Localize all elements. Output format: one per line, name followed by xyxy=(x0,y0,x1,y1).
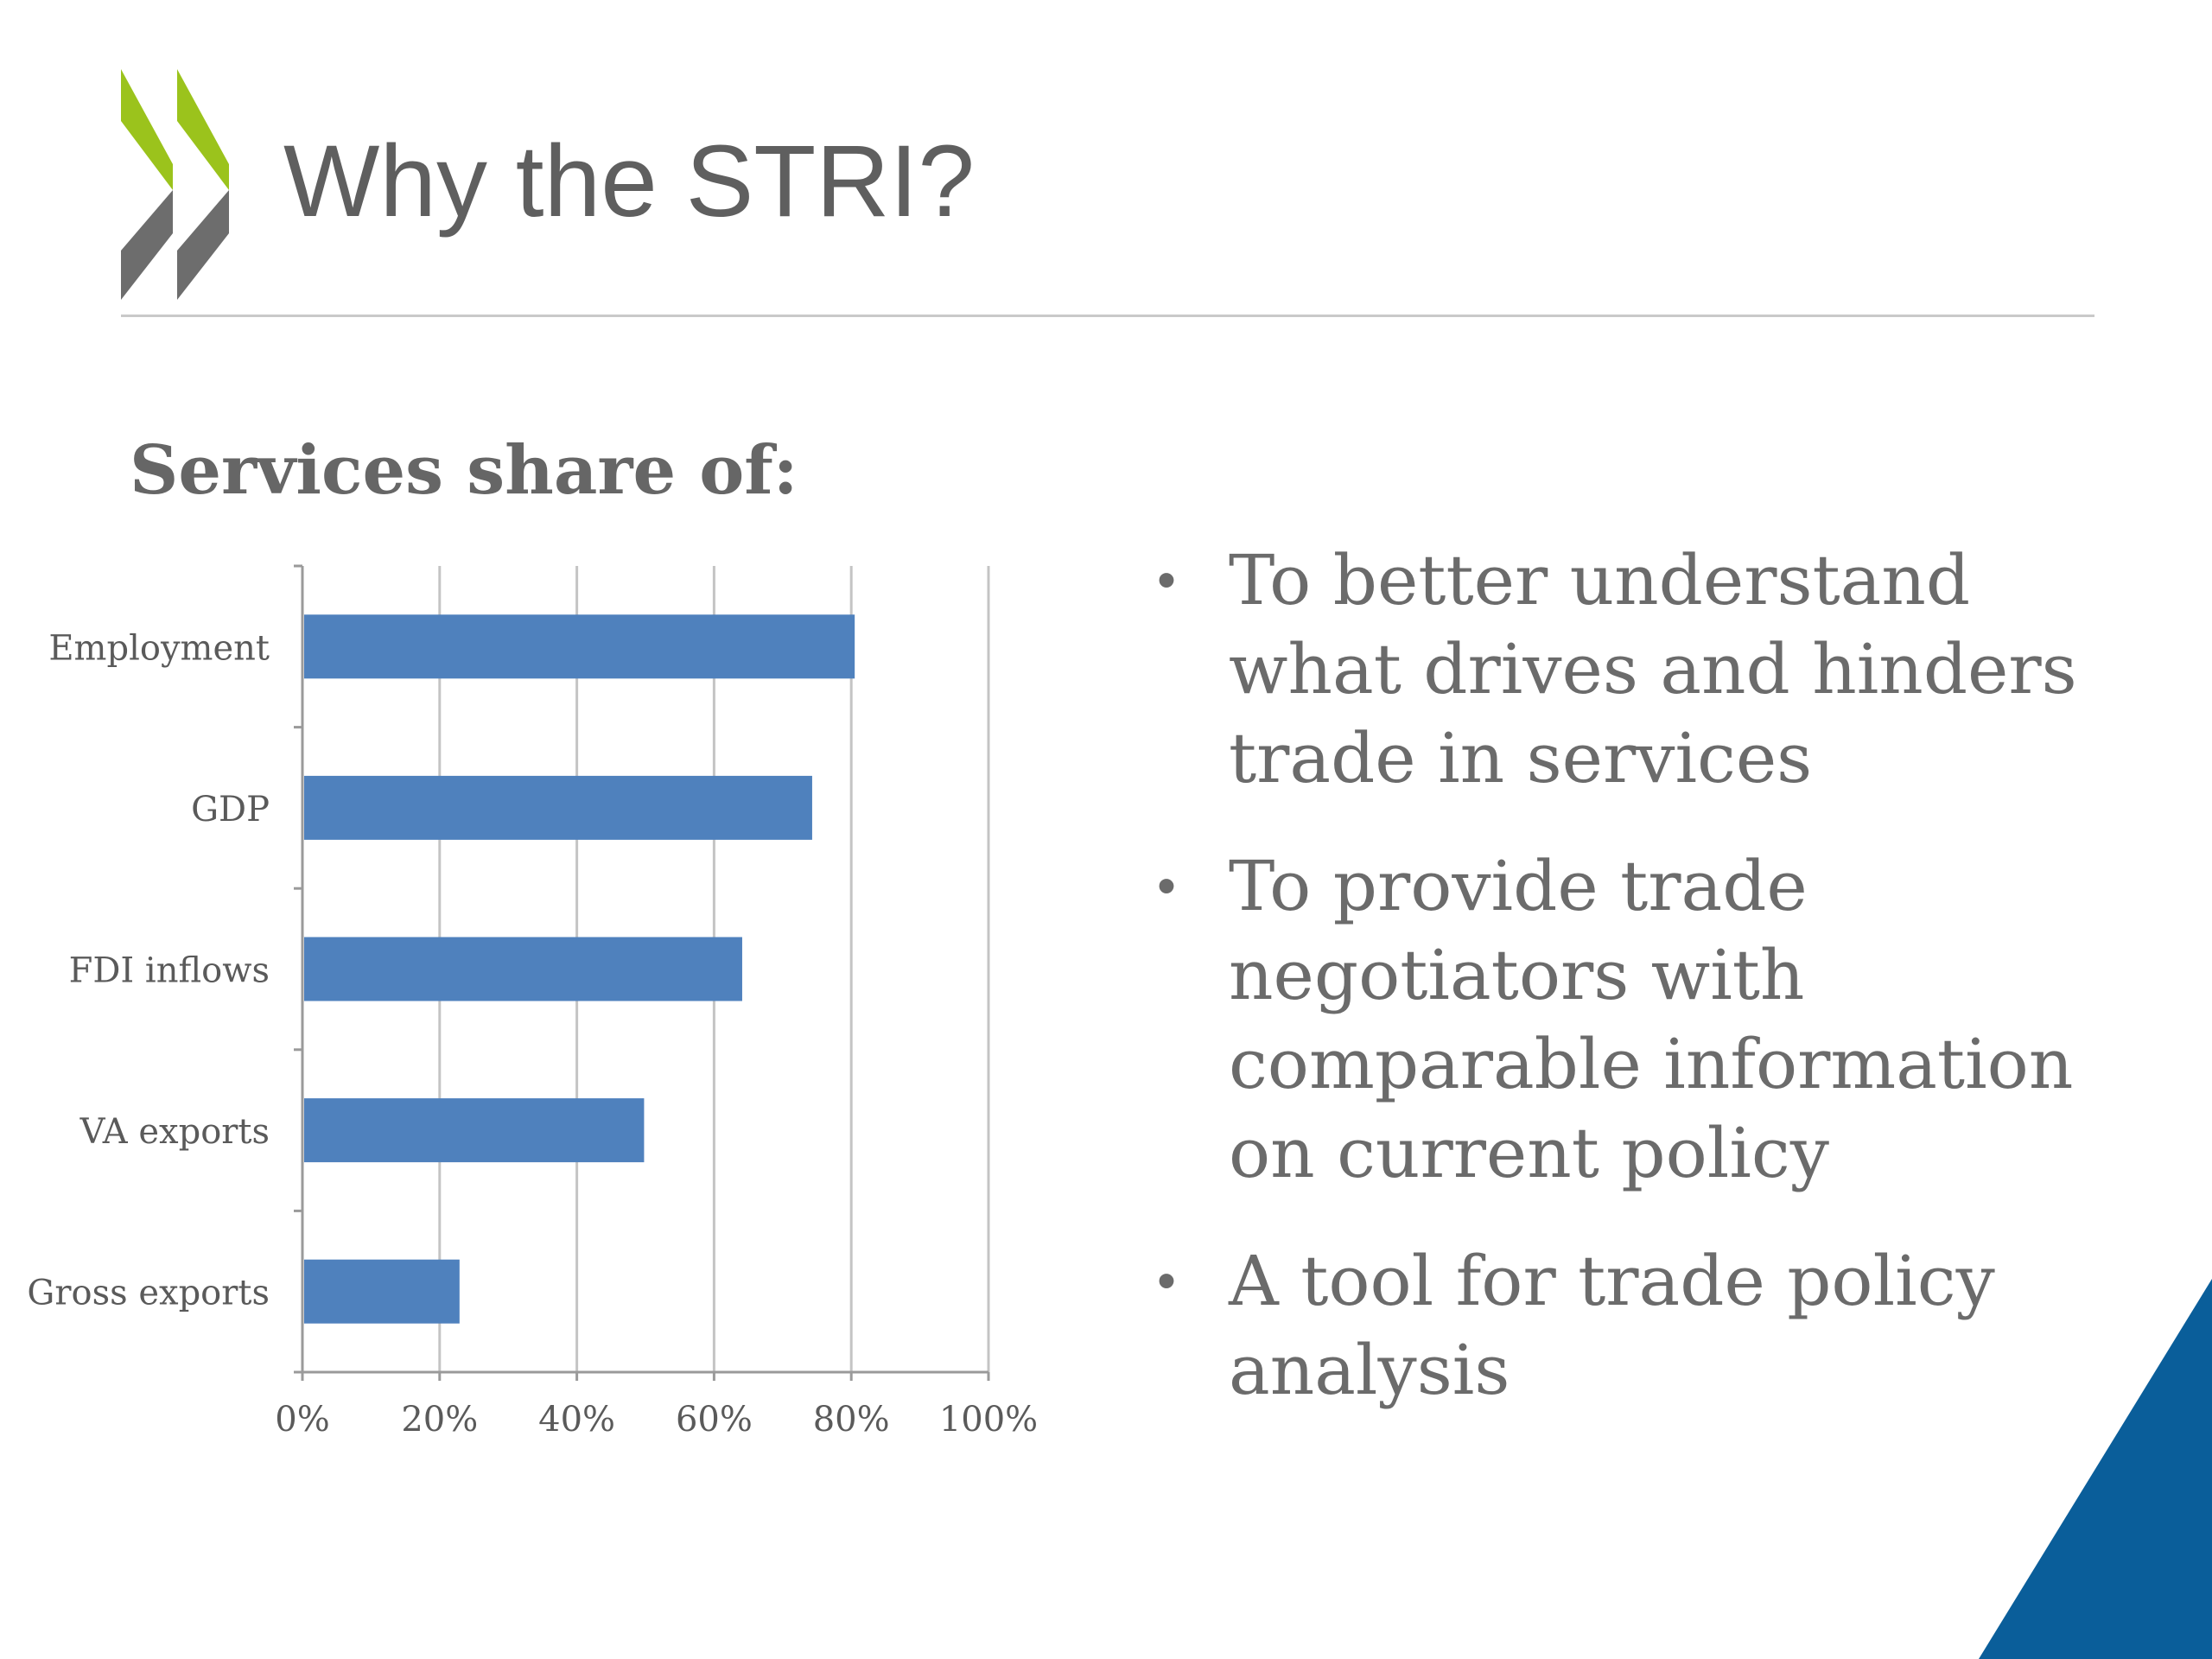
x-tick-label: 40% xyxy=(538,1400,615,1440)
slide-title: Why the STRI? xyxy=(283,124,976,238)
bullet-text: To provide trade negotiators with compar… xyxy=(1229,846,2074,1193)
x-tick-label: 100% xyxy=(939,1400,1038,1440)
y-category-label: VA exports xyxy=(79,1112,270,1152)
bullet-item: • A tool for trade policy analysis xyxy=(1141,1236,2126,1414)
bullet-item: • To provide trade negotiators with comp… xyxy=(1141,842,2126,1198)
y-category-label: Employment xyxy=(48,628,270,668)
logo-green-chevron-left xyxy=(121,69,173,190)
bar-va-exports xyxy=(304,1098,645,1163)
title-divider xyxy=(121,315,2094,317)
bullet-text: To better understand what drives and hin… xyxy=(1229,540,2077,798)
services-share-bar-chart: 0% 20% 40% 60% 80% 100% Employment GDP FDI inflo… xyxy=(27,564,1038,1440)
y-category-label: GDP xyxy=(191,790,270,830)
y-category-label: Gross exports xyxy=(27,1274,270,1313)
oecd-logo xyxy=(121,69,229,300)
corner-accent-shape xyxy=(1979,1279,2212,1659)
x-tick-label: 20% xyxy=(401,1400,478,1440)
bullet-list: • To better understand what drives and h… xyxy=(1141,536,2126,1453)
x-tick-label: 80% xyxy=(813,1400,890,1440)
bullet-marker: • xyxy=(1157,856,1176,916)
bar-gdp xyxy=(304,775,812,840)
bullet-item: • To better understand what drives and h… xyxy=(1141,536,2126,803)
logo-green-chevron-right xyxy=(177,69,229,190)
x-tick-label: 0% xyxy=(275,1400,329,1440)
chart-heading: Services share of: xyxy=(130,431,798,510)
bar-fdi-inflows xyxy=(304,937,742,1001)
logo-grey-chevron-right xyxy=(177,190,229,300)
bullet-marker: • xyxy=(1157,550,1176,610)
x-tick-label: 60% xyxy=(676,1400,753,1440)
bullet-text: A tool for trade policy analysis xyxy=(1229,1241,1995,1410)
logo-grey-chevron-left xyxy=(121,190,173,300)
bullet-marker: • xyxy=(1157,1251,1176,1311)
y-category-label: FDI inflows xyxy=(69,951,270,991)
bar-employment xyxy=(304,614,855,679)
bar-gross-exports xyxy=(304,1259,460,1324)
